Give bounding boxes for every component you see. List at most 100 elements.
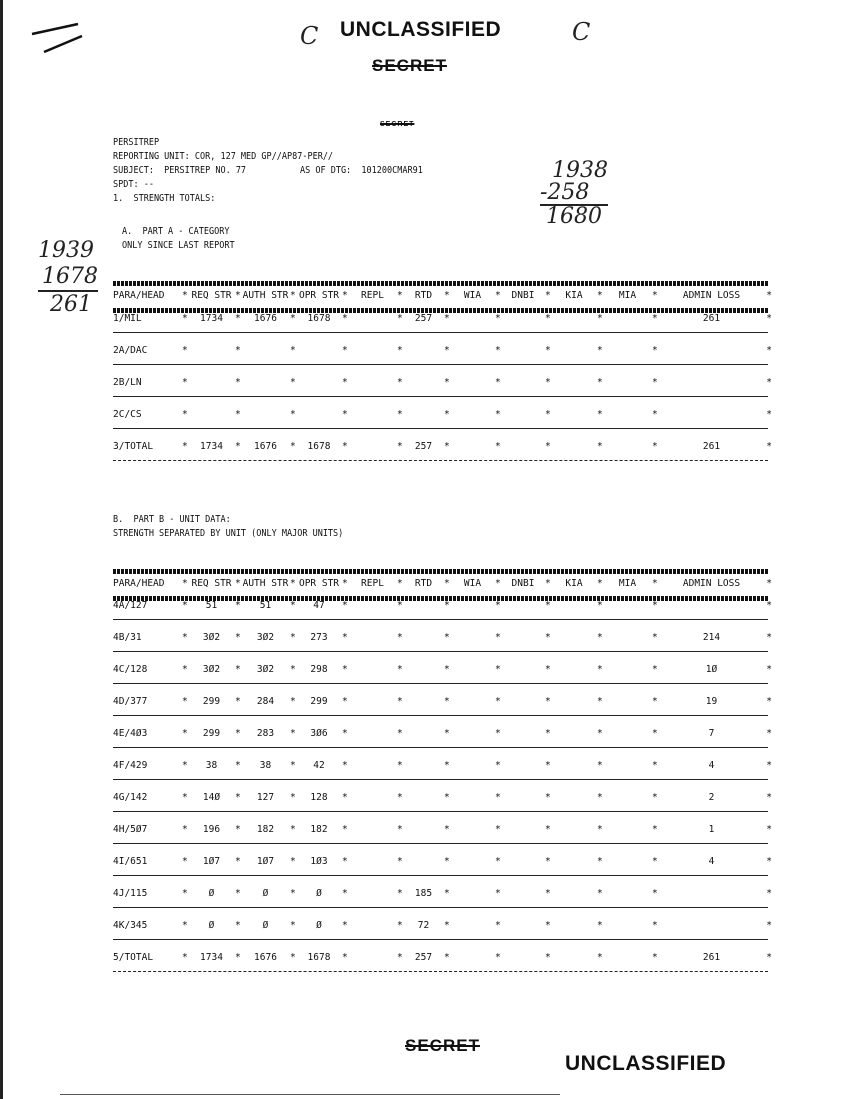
table-cell — [545, 441, 600, 456]
table-cell — [342, 824, 400, 839]
table-cell: 283 — [235, 728, 293, 743]
hand-value: 261 — [50, 292, 92, 317]
table-cell — [397, 409, 447, 424]
table-cell — [652, 920, 772, 935]
table-cell: Ø — [182, 920, 238, 935]
hand-value: 1938 — [552, 158, 608, 183]
table-cell: 1676 — [235, 313, 293, 328]
hash-rule — [113, 308, 768, 313]
subject: SUBJECT: PERSITREP NO. 77 — [113, 165, 247, 176]
row-divider — [113, 715, 768, 716]
row-divider — [113, 396, 768, 397]
table-cell — [397, 824, 447, 839]
table-cell — [182, 377, 238, 392]
table-cell — [545, 313, 600, 328]
table-cell: 284 — [235, 696, 293, 711]
table-cell: 1678 — [290, 441, 345, 456]
part-b-subtitle: STRENGTH SEPARATED BY UNIT (ONLY MAJOR U… — [113, 528, 344, 539]
column-header: REQ STR — [182, 578, 238, 593]
table-cell — [597, 313, 655, 328]
table-cell — [652, 888, 772, 903]
bottom-classification: UNCLASSIFIED — [565, 1052, 727, 1075]
table-cell — [597, 345, 655, 360]
table-cell: 42 — [290, 760, 345, 775]
table-cell: 4C/128 — [113, 664, 148, 675]
table-cell — [444, 345, 498, 360]
table-cell: 1734 — [182, 952, 238, 967]
table-cell: 257 — [397, 952, 447, 967]
column-header: OPR STR — [290, 578, 345, 593]
table-cell — [444, 760, 498, 775]
row-divider — [113, 460, 768, 461]
table-cell: 214 — [652, 632, 772, 647]
table-cell — [652, 600, 772, 615]
table-cell — [597, 377, 655, 392]
table-row: 4F/4293838424 — [113, 760, 772, 775]
table-cell — [397, 696, 447, 711]
spdt: SPDT: -- — [113, 179, 154, 190]
table-cell — [397, 792, 447, 807]
table-cell — [444, 824, 498, 839]
hash-rule — [113, 281, 768, 286]
table-row: 4G/142 14Ø127128 2 — [113, 792, 772, 807]
report-type: PERSITREP — [113, 137, 160, 148]
table-row: 4K/345ØØØ72 — [113, 920, 772, 935]
table-cell — [652, 409, 772, 424]
column-header: DNBI — [495, 578, 548, 593]
table-cell: 1734 — [182, 313, 238, 328]
table-cell: 2B/LN — [113, 377, 142, 388]
table-cell: Ø — [182, 888, 238, 903]
table-cell: 1676 — [235, 952, 293, 967]
table-cell — [397, 632, 447, 647]
table-cell — [597, 920, 655, 935]
table-cell: Ø — [290, 888, 345, 903]
table-cell — [545, 728, 600, 743]
table-cell — [545, 345, 600, 360]
table-cell — [342, 441, 400, 456]
table-cell: 1Ø3 — [290, 856, 345, 871]
table-cell — [597, 441, 655, 456]
table-cell — [545, 377, 600, 392]
table-cell — [290, 409, 345, 424]
table-cell — [495, 856, 548, 871]
table-row: 4A/127515147 — [113, 600, 772, 615]
table-cell — [444, 441, 498, 456]
table-cell: 2 — [652, 792, 772, 807]
part-a-subtitle: ONLY SINCE LAST REPORT — [122, 240, 235, 251]
table-header-row: PARA/HEAD REQ STRAUTH STROPR STRREPLRTDWI… — [113, 578, 772, 593]
table-cell — [342, 888, 400, 903]
table-cell: 2A/DAC — [113, 345, 148, 356]
table-cell — [444, 792, 498, 807]
table-cell — [444, 313, 498, 328]
table-cell — [342, 696, 400, 711]
table-cell — [545, 409, 600, 424]
table-cell — [397, 760, 447, 775]
table-cell — [444, 888, 498, 903]
table-cell: 19 — [652, 696, 772, 711]
table-cell — [545, 824, 600, 839]
as-of-dtg: AS OF DTG: 101200CMAR91 — [300, 165, 423, 176]
table-cell — [597, 760, 655, 775]
table-cell — [545, 696, 600, 711]
table-cell — [545, 664, 600, 679]
table-row: 4H/5Ø71961821821 — [113, 824, 772, 839]
table-cell: Ø — [235, 888, 293, 903]
handwritten-calc-left: 1939 1678 261 — [38, 238, 98, 318]
table-cell — [495, 377, 548, 392]
table-cell: 47 — [290, 600, 345, 615]
table-cell: 185 — [397, 888, 447, 903]
table-cell — [397, 728, 447, 743]
table-cell — [342, 664, 400, 679]
row-divider — [113, 875, 768, 876]
table-cell: 51 — [235, 600, 293, 615]
table-cell: 257 — [397, 313, 447, 328]
table-cell — [397, 856, 447, 871]
table-cell — [444, 600, 498, 615]
hand-value: 1939 — [38, 238, 94, 263]
table-cell: Ø — [235, 920, 293, 935]
table-cell — [597, 792, 655, 807]
table-row: 1/MIL 173416761678 257 261 — [113, 313, 772, 328]
table-row: 2A/DAC — [113, 345, 772, 360]
table-cell: 4I/651 — [113, 856, 148, 867]
